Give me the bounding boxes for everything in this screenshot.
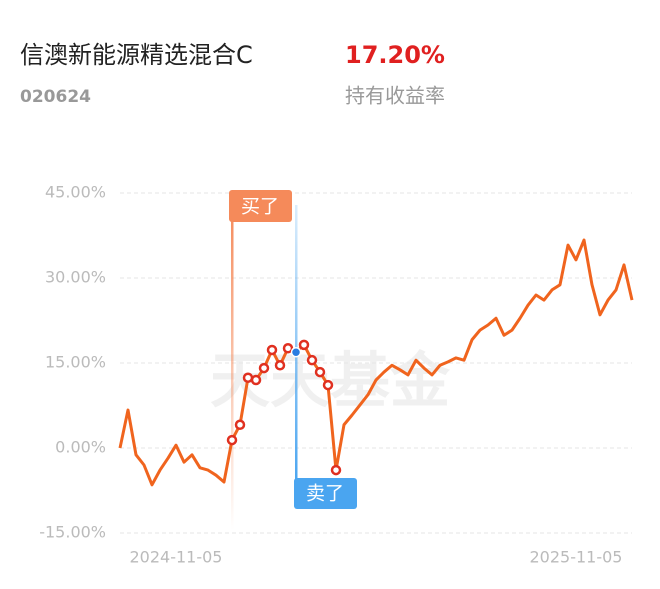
holding-return: 17.20% xyxy=(345,41,445,69)
trade-dot xyxy=(266,344,278,356)
trade-dot xyxy=(250,374,262,386)
trade-dot xyxy=(330,464,342,476)
buy-line xyxy=(231,205,234,530)
fund-code: 020624 xyxy=(20,87,91,107)
y-tick-label: 15.00% xyxy=(45,353,106,372)
sell-tag xyxy=(294,478,357,509)
x-tick-label: 2024-11-05 xyxy=(130,548,223,567)
trade-dot xyxy=(234,419,246,431)
trade-dot xyxy=(274,360,286,371)
trade-dot xyxy=(258,362,270,374)
trade-dot xyxy=(226,434,238,446)
fund-name: 信澳新能源精选混合C xyxy=(20,41,253,69)
buy-tag xyxy=(229,190,292,222)
buy-tag-text: 买了 xyxy=(241,196,279,218)
y-tick-label: 30.00% xyxy=(45,268,106,287)
trade-dot xyxy=(282,343,294,354)
sell-tag-text: 卖了 xyxy=(306,483,344,505)
x-tick-label: 2025-11-05 xyxy=(530,548,623,567)
current-dot xyxy=(290,346,302,358)
holding-return-label: 持有收益率 xyxy=(345,84,445,108)
sell-line xyxy=(295,205,298,485)
y-tick-label: 0.00% xyxy=(55,438,106,457)
trade-dot xyxy=(298,339,310,351)
trade-dot xyxy=(314,366,326,378)
trade-dot xyxy=(306,354,318,366)
y-tick-label: -15.00% xyxy=(39,523,106,542)
y-tick-label: 45.00% xyxy=(45,183,106,202)
trade-dot xyxy=(322,379,334,391)
data-line xyxy=(118,238,634,487)
